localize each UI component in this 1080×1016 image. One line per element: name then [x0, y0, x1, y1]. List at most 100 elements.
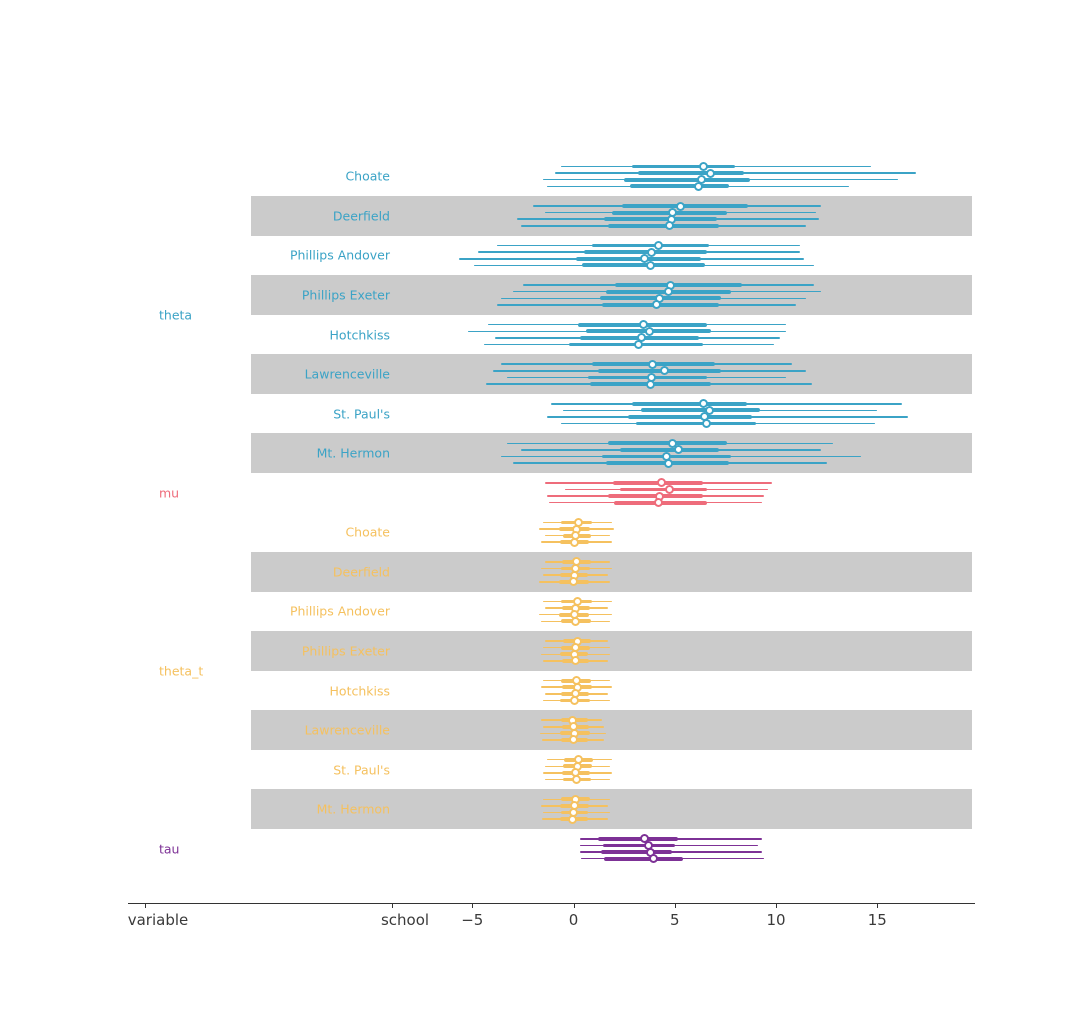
- row-band: [251, 631, 972, 671]
- school-label: Phillips Andover: [289, 603, 390, 619]
- axis-tick-label: 5: [669, 911, 680, 929]
- interquartile-bar: [628, 415, 752, 419]
- median-marker: [645, 260, 655, 270]
- median-marker: [654, 241, 664, 251]
- interquartile-bar: [581, 263, 706, 268]
- school-label: Phillips Exeter: [301, 643, 390, 659]
- median-marker: [633, 339, 643, 349]
- axis-tick-label: −5: [461, 911, 484, 929]
- row-band: [251, 196, 972, 236]
- median-marker: [571, 656, 581, 666]
- school-label: Deerfield: [332, 564, 390, 580]
- row-band: [251, 354, 972, 394]
- median-marker: [664, 458, 674, 468]
- median-marker: [569, 735, 578, 745]
- interquartile-bar: [602, 843, 675, 848]
- axis-tick: [392, 903, 394, 908]
- interquartile-bar: [603, 856, 683, 861]
- median-marker: [668, 438, 678, 448]
- school-label: Hotchkiss: [329, 683, 390, 699]
- interquartile-bar: [597, 836, 678, 841]
- median-marker: [698, 399, 708, 409]
- median-marker: [665, 484, 675, 494]
- school-label: Phillips Exeter: [301, 287, 390, 303]
- axis-tick: [145, 903, 147, 908]
- interquartile-bar: [575, 256, 702, 261]
- interquartile-bar: [620, 487, 708, 492]
- median-marker: [638, 320, 648, 330]
- median-marker: [664, 287, 674, 297]
- median-marker: [648, 854, 658, 864]
- axis-tick-label: 10: [766, 911, 786, 929]
- median-marker: [571, 616, 581, 626]
- interquartile-bar: [583, 250, 708, 255]
- axis-tick: [472, 903, 474, 908]
- school-label: Choate: [345, 524, 390, 540]
- interquartile-bar: [591, 243, 710, 248]
- median-marker: [639, 254, 649, 264]
- axis-tick: [573, 903, 575, 908]
- interquartile-bar: [624, 177, 750, 182]
- school-label: Phillips Andover: [289, 247, 390, 263]
- group-label-theta_t: theta_t: [159, 663, 204, 679]
- school-label: St. Paul's: [333, 406, 390, 422]
- median-marker: [701, 419, 711, 429]
- axis-tick: [877, 903, 879, 908]
- median-marker: [572, 775, 582, 785]
- school-label: Mt. Hermon: [316, 801, 390, 817]
- median-marker: [693, 181, 703, 191]
- group-label-tau: tau: [159, 841, 180, 857]
- axis-tick-label: 15: [867, 911, 887, 929]
- median-marker: [705, 168, 715, 178]
- interquartile-bar: [632, 164, 736, 169]
- row-band: [251, 275, 972, 315]
- school-label: Choate: [345, 168, 390, 184]
- interquartile-bar: [638, 171, 744, 175]
- interquartile-bar: [620, 448, 720, 452]
- school-label: Lawrenceville: [304, 366, 390, 382]
- row-band: [251, 710, 972, 750]
- school-label: Lawrenceville: [304, 722, 390, 738]
- row-band: [251, 789, 972, 829]
- median-marker: [654, 498, 664, 508]
- axis-category-label: school: [380, 911, 430, 929]
- axis-tick-label: 0: [568, 911, 579, 929]
- school-label: Hotchkiss: [329, 327, 390, 343]
- interquartile-bar: [607, 441, 728, 446]
- school-label: Mt. Hermon: [316, 445, 390, 461]
- median-marker: [645, 379, 655, 389]
- interquartile-bar: [632, 401, 747, 406]
- median-marker: [569, 577, 578, 587]
- axis-category-label: variable: [127, 911, 189, 929]
- median-marker: [698, 161, 708, 171]
- median-marker: [644, 326, 654, 336]
- median-marker: [646, 247, 656, 257]
- group-label-mu: mu: [159, 485, 180, 501]
- interquartile-bar: [603, 217, 718, 222]
- interquartile-bar: [615, 283, 742, 288]
- school-label: Deerfield: [332, 208, 390, 224]
- school-label: St. Paul's: [333, 762, 390, 778]
- row-band: [251, 433, 972, 473]
- median-marker: [665, 221, 675, 231]
- median-marker: [570, 537, 579, 547]
- interquartile-bar: [630, 184, 730, 189]
- interquartile-bar: [607, 223, 720, 228]
- median-marker: [704, 405, 714, 415]
- row-band: [251, 552, 972, 592]
- median-marker: [657, 478, 667, 488]
- interquartile-bar: [597, 368, 722, 373]
- median-marker: [647, 359, 657, 369]
- x-axis-line: [128, 903, 975, 905]
- group-label-theta: theta: [159, 307, 193, 323]
- median-marker: [567, 814, 577, 824]
- interquartile-bar: [641, 408, 760, 413]
- median-marker: [652, 300, 662, 310]
- interquartile-bar: [600, 850, 672, 854]
- interquartile-bar: [636, 421, 756, 426]
- median-marker: [660, 366, 670, 376]
- median-marker: [570, 695, 579, 705]
- median-marker: [676, 201, 686, 211]
- axis-tick: [674, 903, 676, 908]
